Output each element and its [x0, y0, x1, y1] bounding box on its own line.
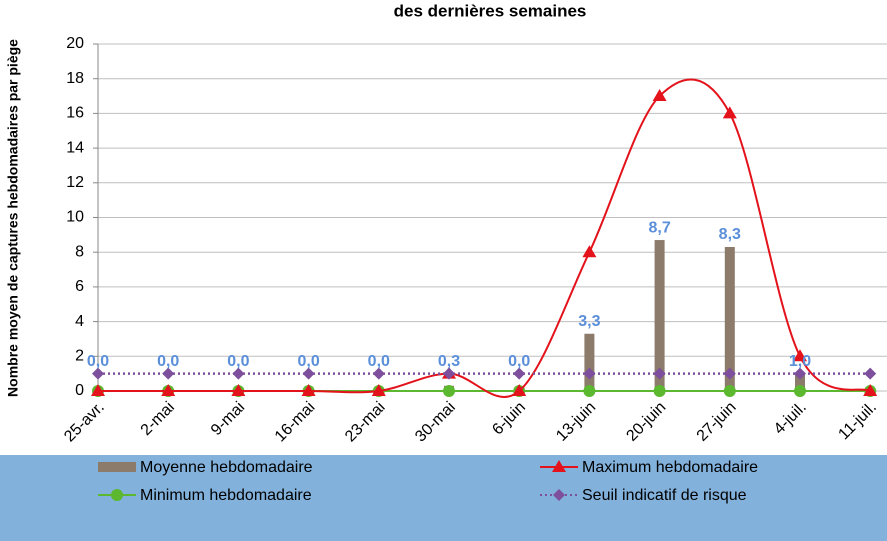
legend-background: [0, 455, 887, 541]
y-tick-label: 16: [66, 105, 84, 122]
y-tick-label: 10: [66, 209, 84, 226]
point: [302, 367, 315, 380]
point: [443, 367, 455, 380]
data-label: 0,0: [87, 353, 109, 370]
x-tick-label: 13-juin: [553, 399, 599, 445]
y-tick-label: 18: [66, 70, 84, 87]
point: [653, 367, 666, 380]
y-tick-label: 8: [75, 243, 84, 260]
legend-marker: [553, 489, 565, 501]
point: [443, 385, 455, 397]
point: [231, 384, 246, 396]
point: [372, 367, 385, 380]
y-tick-label: 6: [75, 278, 84, 295]
x-tick-label: 11-juil.: [835, 399, 880, 444]
point: [371, 384, 386, 396]
bar: [795, 373, 805, 391]
x-tick-label: 23-mai: [342, 399, 389, 446]
y-tick-label: 4: [75, 313, 84, 330]
series-line: [98, 78, 871, 398]
data-label: 8,7: [648, 219, 670, 236]
x-tick-label: 4-juil.: [771, 399, 810, 438]
y-tick-label: 12: [66, 174, 84, 191]
y-tick-label: 0: [75, 382, 84, 399]
data-label: 0,0: [297, 353, 319, 370]
point: [583, 367, 596, 380]
x-tick-label: 27-juin: [694, 399, 740, 445]
legend-label: Maximum hebdomadaire: [582, 459, 758, 476]
data-label: 0,0: [227, 353, 249, 370]
data-label: 1,0: [789, 353, 811, 370]
point: [162, 367, 175, 380]
x-tick-label: 6-juin: [489, 399, 529, 439]
point: [794, 385, 806, 397]
y-axis-label: Nombre moyen de captures hebdomadaires p…: [5, 39, 21, 397]
point: [722, 106, 737, 119]
data-label: 0,0: [368, 353, 390, 370]
y-tick-label: 14: [66, 139, 84, 156]
data-label: 8,3: [719, 226, 741, 243]
point: [723, 385, 736, 397]
point: [864, 367, 877, 380]
point: [92, 367, 104, 380]
data-label: 0,0: [508, 353, 530, 370]
point: [91, 384, 105, 396]
legend-swatch: [98, 462, 136, 472]
y-tick-label: 20: [66, 35, 84, 52]
point: [723, 367, 736, 380]
bar: [724, 246, 735, 391]
chart-title: des dernières semaines: [394, 1, 587, 20]
point: [301, 384, 316, 396]
x-tick-label: 16-mai: [272, 399, 319, 446]
point: [652, 89, 667, 102]
legend-marker: [552, 460, 566, 472]
point: [793, 349, 807, 362]
point: [794, 367, 806, 380]
y-tick-label: 2: [75, 348, 84, 365]
x-tick-label: 9-mai: [208, 399, 248, 439]
point: [161, 384, 176, 396]
data-label: 0,0: [157, 353, 179, 370]
x-tick-label: 20-juin: [623, 399, 669, 445]
point: [232, 367, 245, 380]
legend-marker: [111, 489, 123, 501]
legend-label: Seuil indicatif de risque: [582, 487, 747, 504]
legend-label: Moyenne hebdomadaire: [140, 459, 313, 476]
x-tick-label: 25-avr.: [61, 399, 108, 446]
bar: [654, 240, 665, 391]
point: [513, 367, 526, 380]
bar: [584, 333, 595, 391]
point: [512, 384, 527, 396]
data-label: 0,3: [438, 353, 460, 370]
point: [582, 245, 597, 258]
point: [863, 384, 878, 396]
data-label: 3,3: [578, 313, 600, 330]
point: [653, 385, 666, 397]
point: [583, 385, 596, 397]
legend-label: Minimum hebdomadaire: [140, 487, 312, 504]
x-tick-label: 2-mai: [138, 399, 178, 439]
x-tick-label: 30-mai: [412, 399, 459, 446]
